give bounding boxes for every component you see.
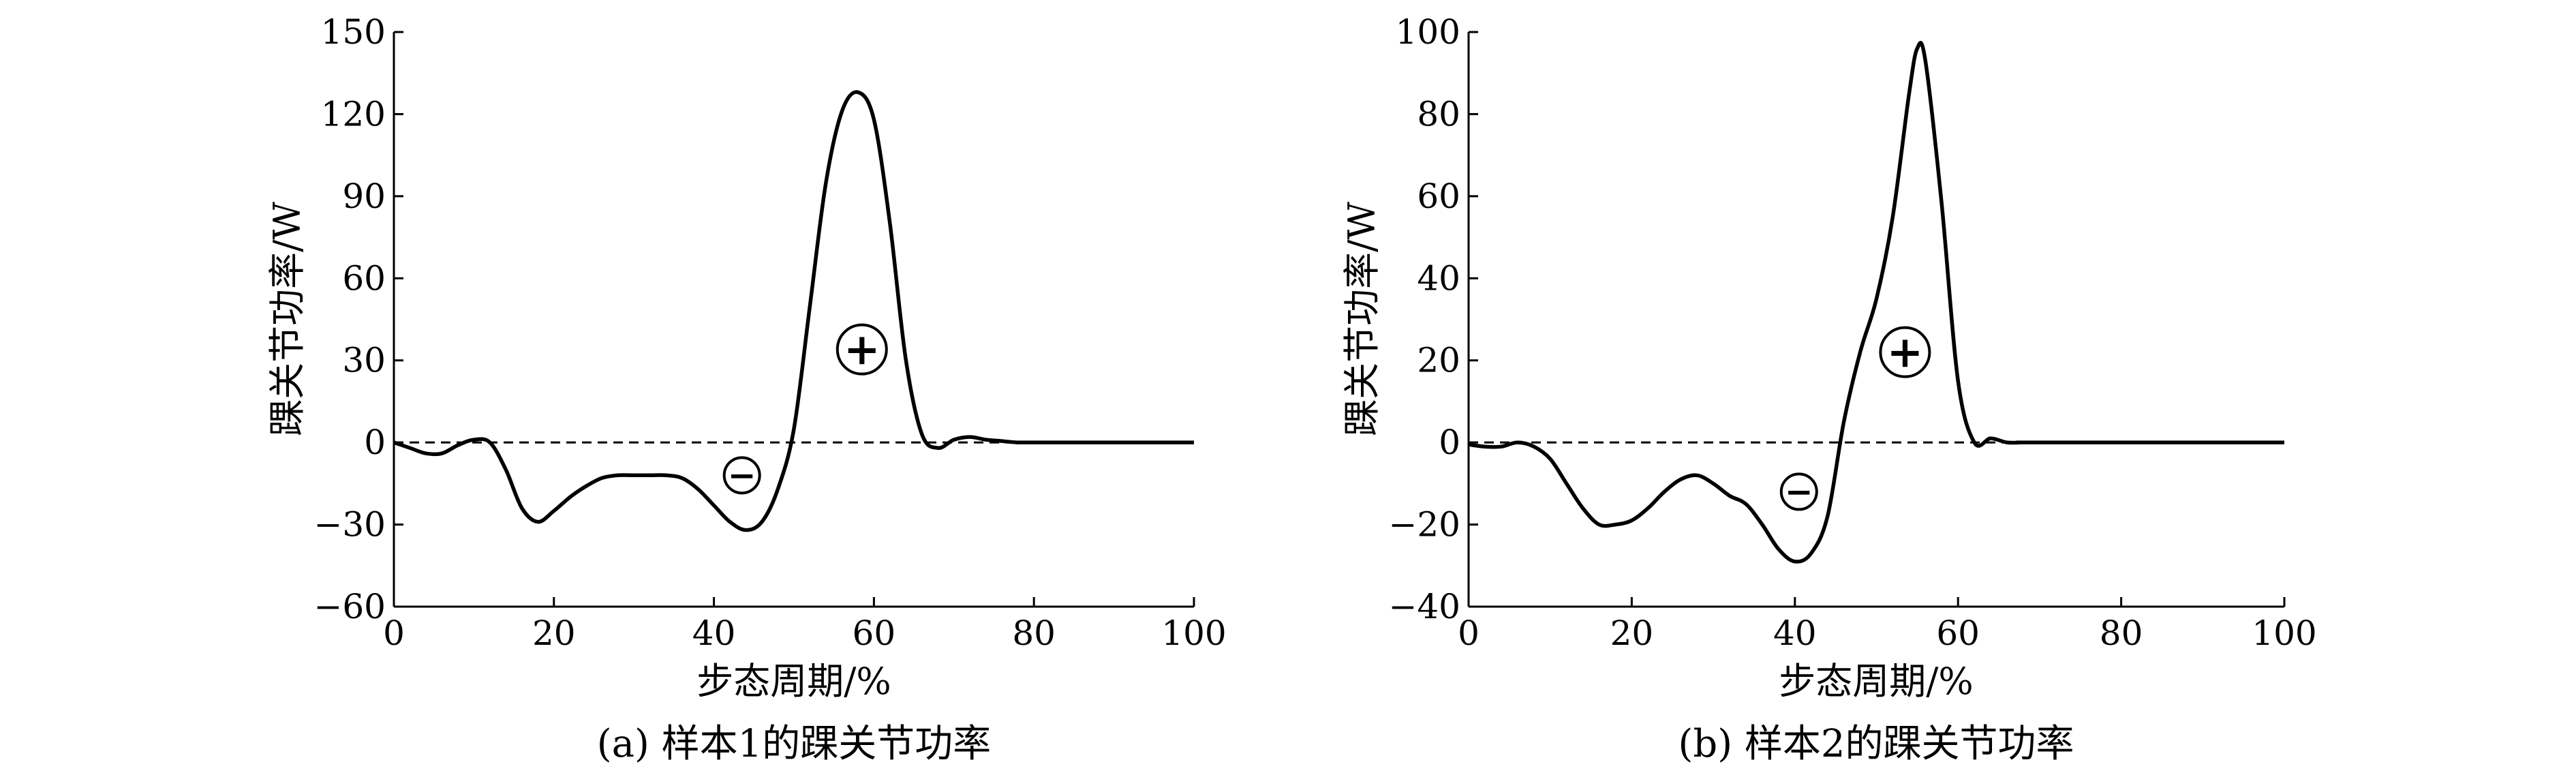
x-tick-label: 0: [1458, 613, 1479, 653]
y-tick-label: 150: [321, 12, 386, 52]
marker-circle: [835, 323, 888, 376]
x-tick-label: 60: [853, 613, 896, 653]
y-tick-label: 40: [1417, 258, 1460, 298]
y-tick-label: 0: [1439, 423, 1460, 462]
y-axis-label: 踝关节功率/W: [266, 202, 309, 436]
y-axis-label: 踝关节功率/W: [1340, 202, 1383, 436]
negative-work-marker: −: [1779, 471, 1818, 511]
panel-caption: (a) 样本1的踝关节功率: [597, 722, 992, 766]
ankle-power-curve: [1468, 41, 2284, 564]
y-tick-label: −20: [1388, 505, 1460, 545]
y-tick-label: 0: [364, 423, 386, 462]
marker-circle: [1779, 472, 1818, 511]
ankle-power-curve: [393, 90, 1194, 532]
marker-sign: −: [1785, 471, 1813, 511]
x-ticks: 0 20 40 60 80 100: [1458, 597, 2317, 653]
y-ticks: −60 −30 0 30 60 90 120 150: [313, 12, 403, 626]
positive-work-marker: +: [1879, 326, 1931, 378]
x-tick-label: 100: [1161, 613, 1226, 653]
y-tick-label: 20: [1417, 341, 1460, 380]
x-axis-label: 步态周期/%: [1779, 660, 1974, 703]
panel-caption: (b) 样本2的踝关节功率: [1678, 722, 2074, 766]
y-tick-label: 60: [1417, 177, 1460, 216]
x-axis-label: 步态周期/%: [696, 660, 891, 703]
x-tick-label: 60: [1936, 613, 1980, 653]
y-tick-label: 90: [342, 177, 386, 216]
x-tick-label: 0: [383, 613, 405, 653]
x-tick-label: 20: [532, 613, 576, 653]
y-tick-label: −30: [313, 505, 386, 545]
y-ticks: −40 −20 0 20 40 60 80 100: [1388, 12, 1478, 626]
marker-sign: −: [728, 455, 756, 495]
positive-work-marker: +: [835, 323, 888, 376]
x-tick-label: 80: [2100, 613, 2143, 653]
x-tick-label: 40: [692, 613, 736, 653]
marker-circle: [1879, 326, 1931, 378]
x-tick-label: 20: [1610, 613, 1654, 653]
y-tick-label: 80: [1417, 94, 1460, 134]
y-tick-label: 100: [1396, 12, 1460, 52]
y-tick-label: 30: [342, 341, 386, 380]
annotations: −+: [722, 323, 888, 495]
marker-sign: +: [1887, 327, 1924, 378]
y-tick-label: −40: [1388, 587, 1460, 626]
x-ticks: 0 20 40 60 80 100: [383, 597, 1227, 653]
annotations: −+: [1779, 326, 1931, 511]
x-tick-label: 40: [1773, 613, 1817, 653]
x-tick-label: 100: [2252, 613, 2316, 653]
x-tick-label: 80: [1012, 613, 1056, 653]
y-tick-label: −60: [313, 587, 386, 626]
y-tick-label: 120: [321, 94, 386, 134]
marker-circle: [722, 456, 761, 495]
negative-work-marker: −: [722, 455, 761, 495]
marker-sign: +: [844, 324, 880, 376]
y-tick-label: 60: [342, 258, 386, 298]
